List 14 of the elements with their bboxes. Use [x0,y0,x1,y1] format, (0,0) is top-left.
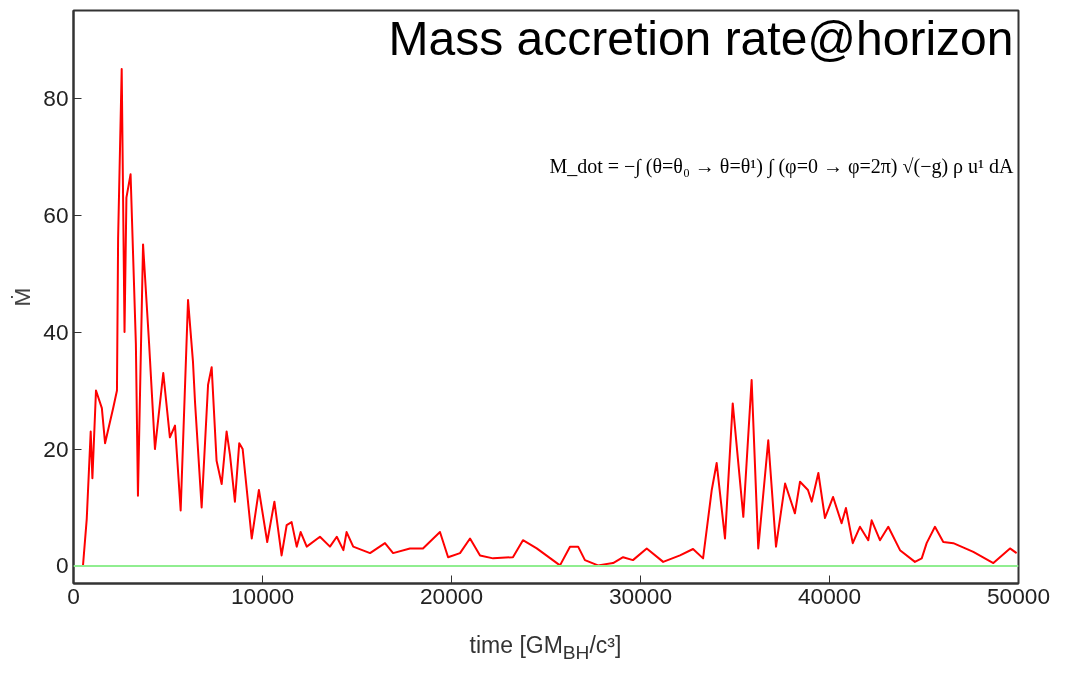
x-tick-label: 50000 [987,582,1051,609]
x-tick-label: 40000 [798,582,862,609]
annotation: M_dot = −∫ (θ=θ₀ → θ=θ¹) ∫ (φ=0 → φ=2π) √(−g) ρ u¹ dA [549,154,1015,179]
x-tick-label: 10000 [231,582,295,609]
x-tick-label: 20000 [420,582,484,609]
chart-title: Mass accretion rate@horizon [388,11,1014,65]
y-tick-label: 60 [43,201,69,228]
x-tick-label: 30000 [609,582,673,609]
y-tick-label: 0 [55,552,69,579]
y-axis-title: Ṁ [9,287,36,307]
y-tick-label: 20 [43,435,69,462]
x-axis-title: time [GM$_{BH}$/c³] [468,632,623,665]
y-tick-label: 40 [43,318,69,345]
y-tick-label: 80 [43,84,69,111]
